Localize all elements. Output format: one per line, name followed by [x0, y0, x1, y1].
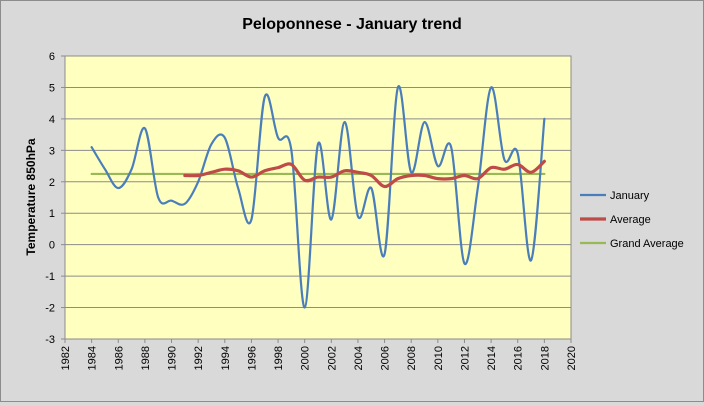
- x-tick-label: 2002: [326, 346, 338, 370]
- y-tick-label: 1: [49, 208, 55, 220]
- x-axis-ticks: 1982 1984 1986 1988 1990 1992 1994 1996 1998 2000…: [60, 339, 578, 370]
- y-tick-label: 6: [49, 51, 55, 63]
- series-line-average: [183, 159, 546, 189]
- y-tick-label: 3: [49, 145, 55, 157]
- x-tick-label: 1996: [246, 346, 258, 370]
- x-tick-label: 2000: [300, 346, 312, 370]
- y-tick-label: -2: [45, 303, 55, 315]
- x-tick-label: 1992: [193, 346, 205, 370]
- y-axis-label: Temperature 850hPa: [24, 138, 38, 255]
- x-tick-label: 2020: [566, 346, 578, 370]
- y-tick-label: -3: [45, 334, 55, 346]
- gridlines: [65, 55, 571, 340]
- series-layer: [90, 85, 546, 309]
- x-tick-label: 2004: [353, 346, 365, 370]
- x-tick-label: 1998: [273, 346, 285, 370]
- x-tick-label: 1990: [167, 346, 179, 370]
- legend-label: Grand Average: [610, 238, 684, 250]
- y-tick-label: 2: [49, 177, 55, 189]
- chart-title: Peloponnese - January trend: [242, 16, 462, 33]
- y-tick-label: 0: [49, 240, 55, 252]
- y-tick-label: 4: [49, 114, 55, 126]
- x-tick-label: 1994: [220, 346, 232, 370]
- x-tick-label: 1982: [60, 346, 72, 370]
- x-tick-label: 2010: [433, 346, 445, 370]
- x-tick-label: 2014: [486, 346, 498, 370]
- y-tick-label: -1: [45, 271, 55, 283]
- series-line-january: [90, 85, 546, 309]
- x-tick-label: 2018: [539, 346, 551, 370]
- x-tick-label: 2006: [380, 346, 392, 370]
- x-tick-label: 2012: [459, 346, 471, 370]
- x-tick-label: 1984: [87, 346, 99, 370]
- legend: January Average Grand Average: [580, 190, 684, 250]
- legend-label: January: [610, 190, 650, 202]
- y-axis-ticks: 6 5 4 3 2 1 0 -1 -2 -3: [45, 51, 65, 346]
- x-tick-label: 2016: [513, 346, 525, 370]
- x-tick-label: 1988: [140, 346, 152, 370]
- legend-label: Average: [610, 214, 651, 226]
- x-tick-label: 1986: [113, 346, 125, 370]
- y-tick-label: 5: [49, 82, 55, 94]
- x-tick-label: 2008: [406, 346, 418, 370]
